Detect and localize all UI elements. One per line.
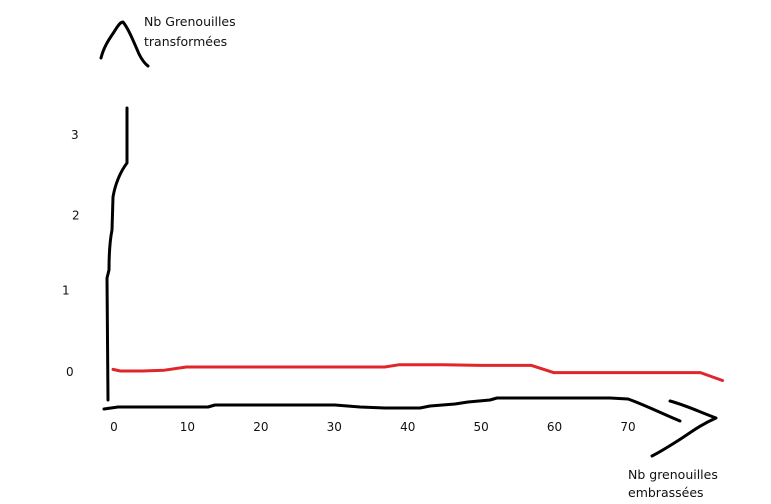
y-axis-title-line1: Nb Grenouilles — [144, 14, 236, 29]
x-tick-label: 10 — [180, 420, 195, 434]
y-tick-labels: 0 1 2 3 — [62, 128, 80, 379]
y-tick-label: 2 — [72, 208, 80, 222]
x-axis-line — [102, 396, 682, 423]
x-tick-label: 0 — [110, 420, 118, 434]
y-axis-arrowhead — [99, 20, 150, 68]
x-tick-label: 50 — [474, 420, 489, 434]
y-tick-label: 3 — [71, 128, 79, 142]
y-axis-title-line2: transformées — [144, 34, 227, 49]
x-tick-labels: 0 10 20 30 40 50 60 70 — [110, 420, 635, 434]
y-tick-label: 0 — [66, 365, 74, 379]
x-tick-label: 30 — [327, 420, 342, 434]
x-tick-label: 20 — [253, 420, 268, 434]
x-tick-label: 60 — [547, 420, 562, 434]
y-tick-label: 1 — [62, 284, 70, 298]
series-line — [111, 363, 724, 382]
x-tick-label: 40 — [400, 420, 415, 434]
x-axis-arrowhead — [650, 399, 718, 458]
x-axis-title-line2: embrassées — [628, 485, 704, 500]
series-layer — [111, 363, 724, 382]
x-axis-title-line1: Nb grenouilles — [628, 467, 718, 482]
x-tick-label: 70 — [620, 420, 635, 434]
y-axis-line — [105, 106, 129, 402]
